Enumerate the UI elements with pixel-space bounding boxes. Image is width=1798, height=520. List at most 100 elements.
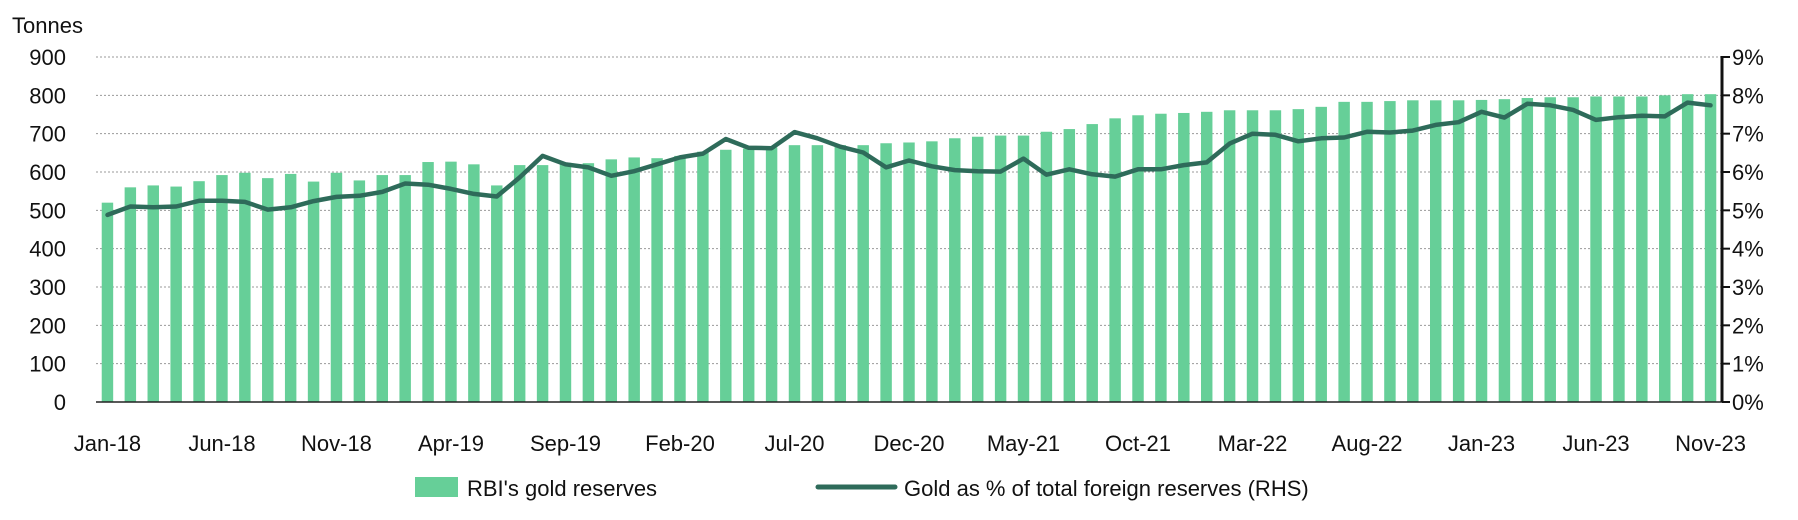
x-tick-label: Jun-23 (1562, 431, 1629, 456)
bar-Mar-20 (697, 151, 709, 402)
bar-Mar-18 (147, 185, 159, 402)
bar-Feb-20 (674, 155, 686, 402)
bar-Mar-22 (1246, 110, 1259, 403)
bar-May-21 (1017, 135, 1030, 403)
x-tick-label: Oct-21 (1105, 431, 1171, 456)
bar-Nov-19 (605, 159, 618, 402)
bar-Aug-23 (1636, 96, 1648, 402)
left-tick-label: 300 (29, 275, 66, 300)
bar-Sep-21 (1109, 118, 1121, 402)
bar-Apr-23 (1544, 97, 1556, 402)
left-tick-label: 100 (29, 352, 66, 377)
bar-Sep-20 (834, 145, 847, 402)
bar-series-gold-reserves (101, 94, 1717, 403)
bar-Apr-22 (1269, 110, 1282, 403)
bar-Aug-22 (1361, 101, 1373, 402)
right-tick-label: 5% (1732, 198, 1764, 223)
right-tick-label: 4% (1732, 237, 1764, 262)
left-tick-label: 400 (29, 237, 66, 262)
right-tick-label: 2% (1732, 313, 1764, 338)
right-tick-label: 8% (1732, 83, 1764, 108)
bar-May-22 (1292, 109, 1305, 402)
bar-Jan-19 (376, 175, 388, 402)
x-tick-label: Jul-20 (765, 431, 825, 456)
right-tick-label: 3% (1732, 275, 1764, 300)
left-tick-label: 200 (29, 313, 66, 338)
x-tick-label: Nov-23 (1675, 431, 1746, 456)
left-tick-label: 0 (54, 390, 66, 415)
bar-Jul-19 (513, 165, 526, 402)
bar-Sep-19 (559, 162, 572, 402)
bar-Aug-20 (811, 145, 824, 402)
bar-Mar-23 (1521, 98, 1534, 403)
bar-Aug-21 (1086, 124, 1098, 402)
bar-Feb-19 (399, 175, 411, 402)
x-axis-ticks: Jan-18 Jun-18 Nov-18 Apr-19 Sep-19 Feb-20 Jul-… (74, 431, 1746, 456)
bar-Nov-22 (1430, 100, 1442, 403)
left-tick-label: 500 (29, 198, 66, 223)
bar-May-19 (468, 164, 480, 402)
bar-Oct-19 (582, 163, 595, 402)
bar-Sep-18 (284, 173, 297, 402)
x-tick-label: Dec-20 (874, 431, 945, 456)
bar-Feb-21 (949, 138, 961, 402)
x-tick-label: Jan-18 (74, 431, 141, 456)
x-tick-label: Jun-18 (188, 431, 255, 456)
right-tick-label: 6% (1732, 160, 1764, 185)
bar-Oct-22 (1407, 100, 1419, 403)
bar-Mar-19 (422, 162, 434, 402)
bar-Aug-19 (536, 165, 549, 402)
bar-Dec-18 (353, 180, 366, 402)
x-tick-label: Aug-22 (1332, 431, 1403, 456)
bar-Feb-18 (124, 187, 137, 402)
left-axis-unit-label: Tonnes (12, 13, 83, 38)
bar-Jun-18 (216, 175, 228, 402)
right-tick-label: 7% (1732, 122, 1764, 147)
bar-Apr-20 (720, 149, 732, 402)
bar-Sep-23 (1659, 95, 1671, 402)
bar-Nov-23 (1704, 94, 1717, 402)
bar-Feb-23 (1498, 99, 1511, 403)
bar-Jan-20 (651, 158, 663, 402)
bar-Jun-22 (1315, 106, 1327, 402)
right-tick-label: 9% (1732, 45, 1764, 70)
x-tick-label: Apr-19 (418, 431, 484, 456)
bar-May-20 (742, 148, 755, 402)
bar-Jun-20 (765, 147, 778, 402)
bar-Nov-21 (1155, 113, 1167, 402)
left-tick-label: 900 (29, 45, 66, 70)
bar-Jan-21 (926, 141, 938, 403)
left-tick-label: 600 (29, 160, 66, 185)
line-series-gold-percent (105, 100, 1713, 218)
bar-Dec-20 (903, 142, 915, 402)
x-tick-label: Jan-23 (1448, 431, 1515, 456)
bar-May-23 (1567, 97, 1579, 402)
bar-May-18 (193, 181, 205, 402)
bar-Jun-21 (1040, 131, 1053, 402)
bar-Apr-19 (445, 161, 457, 402)
bar-Dec-21 (1178, 112, 1190, 402)
bar-Feb-22 (1223, 110, 1236, 403)
bar-Jan-23 (1475, 99, 1488, 402)
bar-Jan-22 (1200, 111, 1213, 403)
bar-Nov-20 (880, 143, 892, 402)
bar-Dec-19 (628, 157, 640, 402)
x-tick-label: Nov-18 (301, 431, 372, 456)
right-tick-label: 1% (1732, 352, 1764, 377)
legend: RBI's gold reserves Gold as % of total f… (415, 476, 1309, 501)
right-y-axis-ticks: 0% 1% 2% 3% 4% 5% 6% 7% 8% 9% (1722, 45, 1764, 415)
bar-Oct-21 (1132, 115, 1144, 403)
bar-Jul-23 (1613, 96, 1625, 402)
x-tick-label: Sep-19 (530, 431, 601, 456)
legend-label-gold-percent: Gold as % of total foreign reserves (RHS… (904, 476, 1309, 501)
bar-Jul-18 (239, 172, 251, 402)
left-tick-label: 800 (29, 83, 66, 108)
bar-Mar-21 (971, 136, 984, 402)
x-tick-label: Feb-20 (645, 431, 715, 456)
legend-swatch-gold-reserves (415, 477, 458, 497)
axes (96, 56, 1724, 403)
x-tick-label: Mar-22 (1218, 431, 1288, 456)
left-tick-label: 700 (29, 122, 66, 147)
legend-label-gold-reserves: RBI's gold reserves (467, 476, 657, 501)
